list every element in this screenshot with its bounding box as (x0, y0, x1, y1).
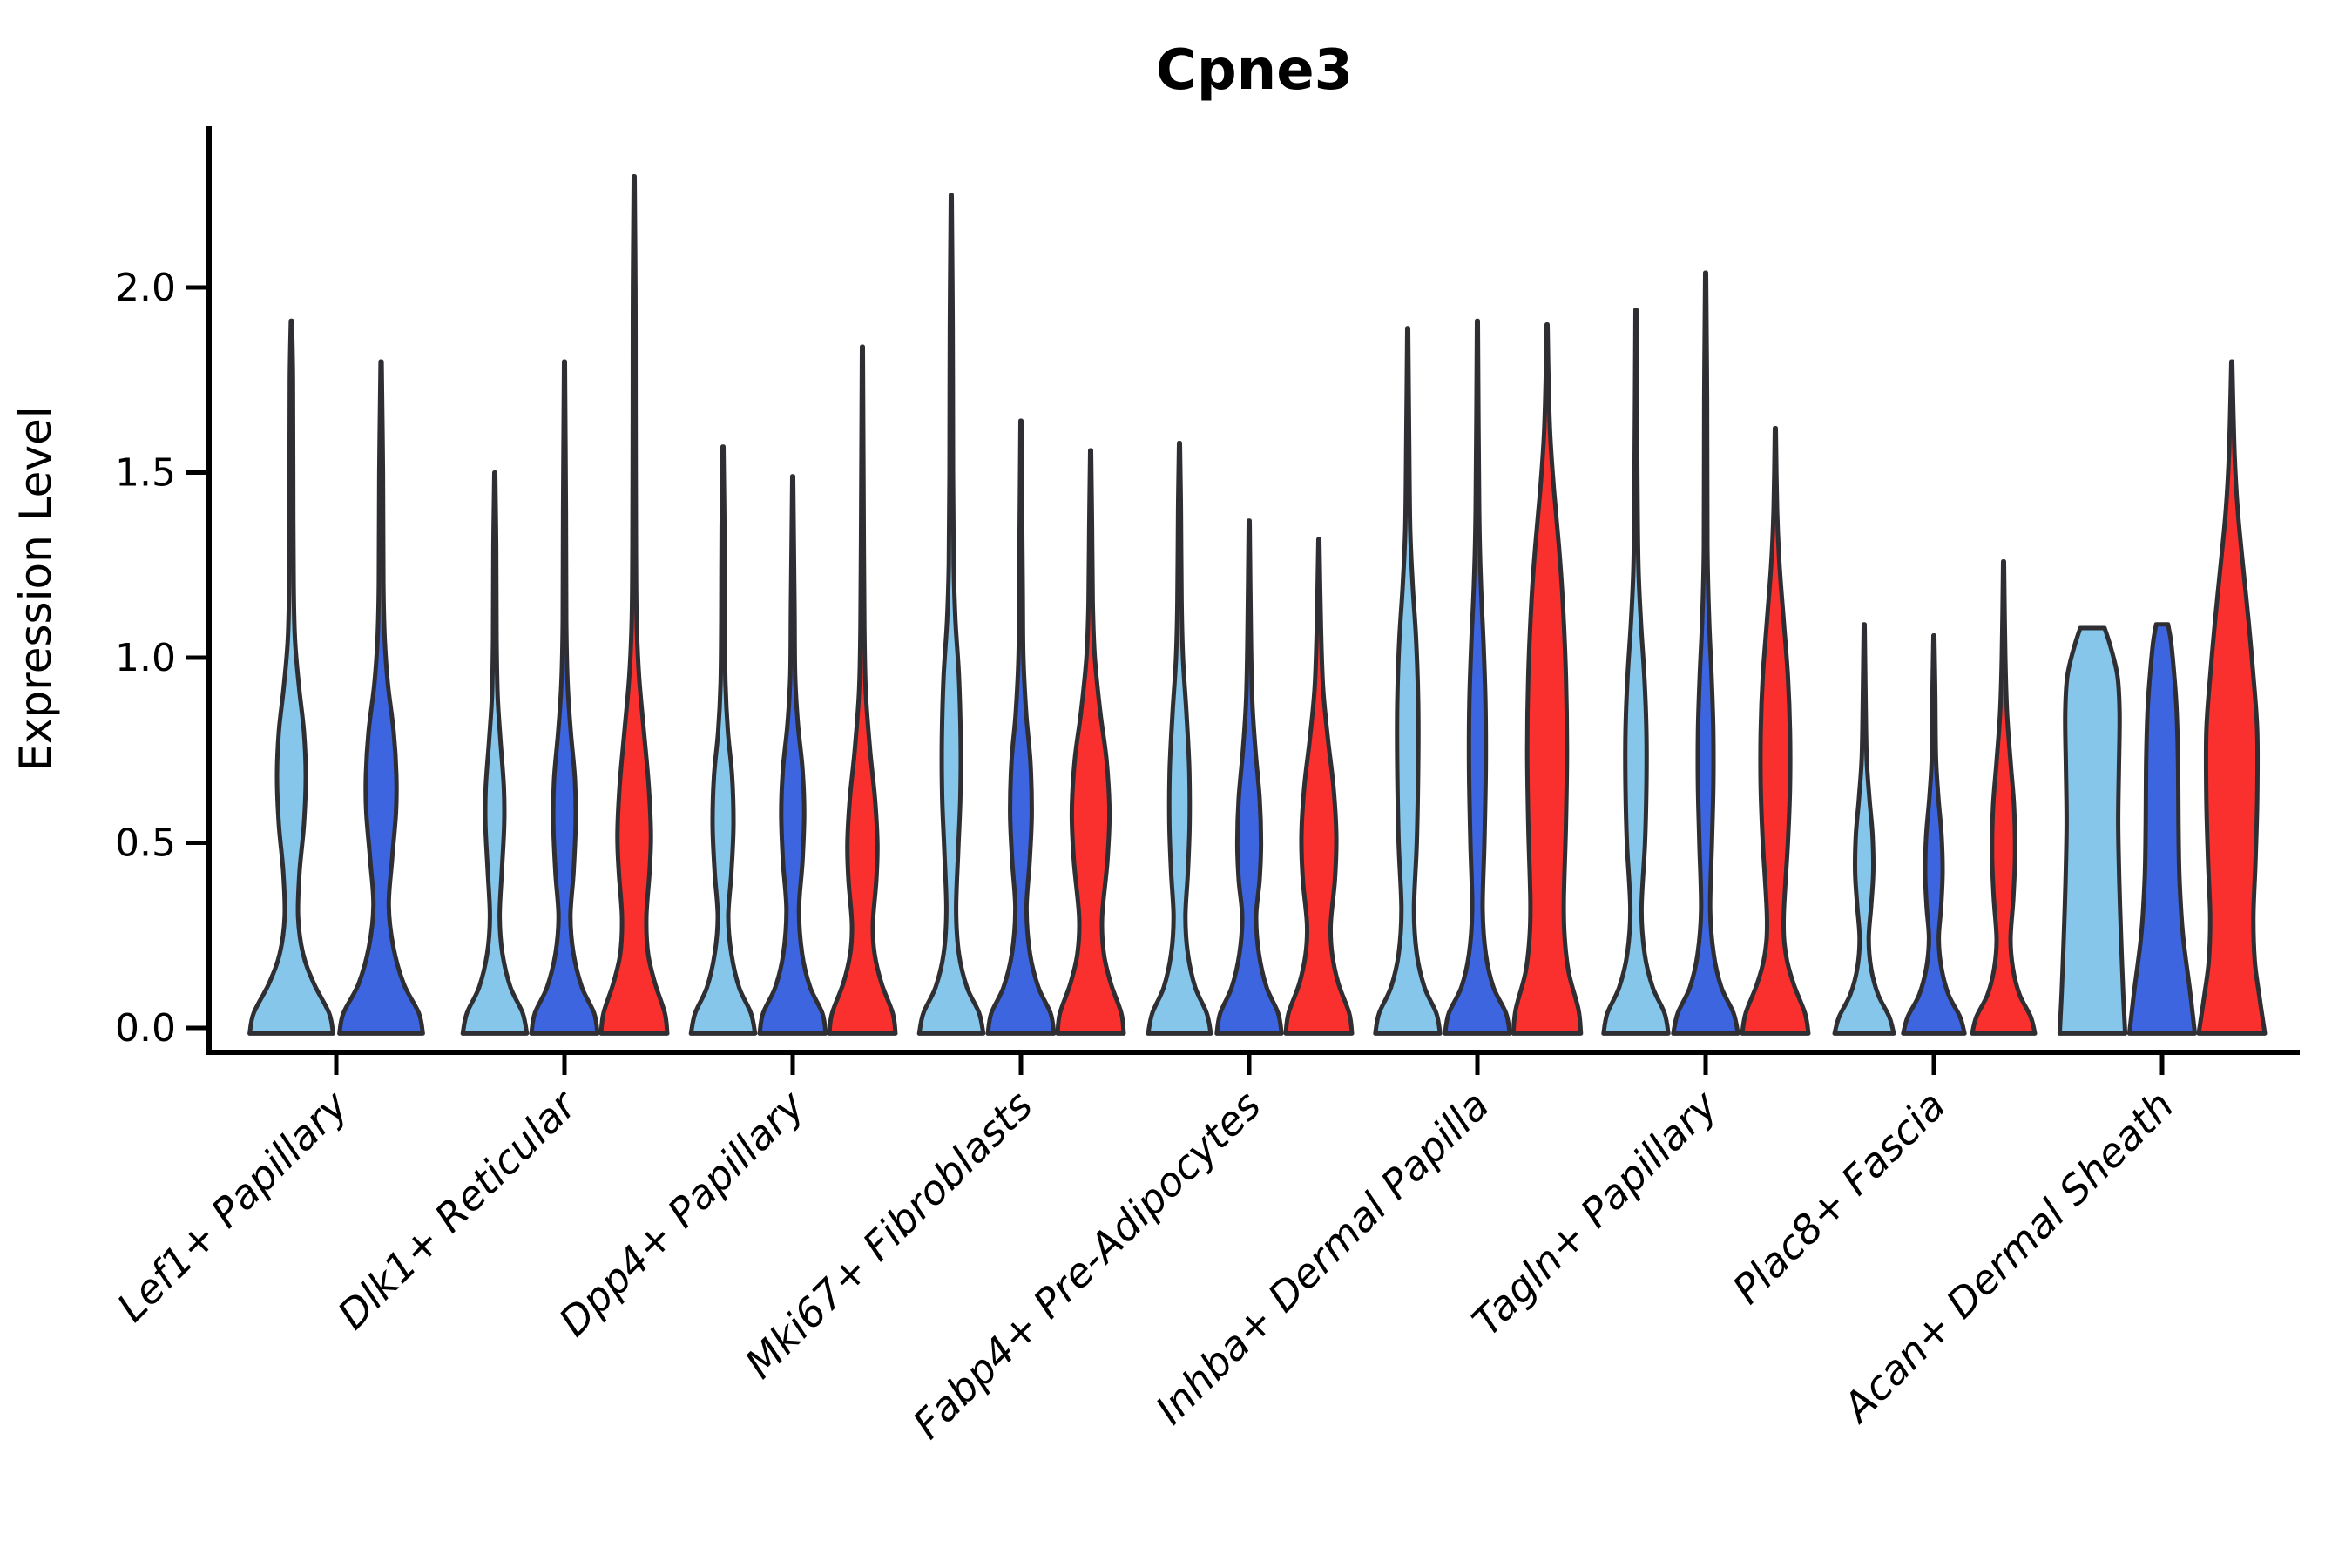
y-tick-label: 0.0 (115, 1006, 176, 1051)
violin-3-light_blue (916, 193, 986, 1036)
x-tick-label-7: Plac8+ Fascia (1723, 1082, 1954, 1313)
x-tick-label-1: Dlk1+ Reticular (328, 1079, 587, 1338)
violin-3-dark_blue (985, 418, 1057, 1036)
violin-4-red (1283, 537, 1355, 1036)
violin-1-dark_blue (529, 359, 600, 1036)
y-tick-label: 0.5 (115, 821, 176, 866)
violin-0-light_blue (247, 318, 335, 1036)
violin-8-red (2196, 359, 2268, 1036)
violin-6-red (1740, 426, 1811, 1036)
violin-2-dark_blue (757, 474, 828, 1036)
violin-4-light_blue (1146, 441, 1213, 1036)
y-tick-label: 1.0 (115, 636, 176, 680)
violin-0-dark_blue (337, 359, 425, 1036)
violin-2-light_blue (688, 444, 758, 1036)
violin-1-light_blue (460, 470, 530, 1036)
violin-8-dark_blue (2126, 622, 2198, 1036)
x-tick-label-6: Tagln+ Papillary (1463, 1081, 1727, 1345)
violin-3-red (1055, 448, 1126, 1036)
chart-title: Cpne3 (1156, 38, 1353, 103)
violin-layer (247, 174, 2268, 1036)
violin-6-light_blue (1601, 308, 1671, 1036)
violin-7-light_blue (1832, 622, 1896, 1036)
violin-5-light_blue (1373, 326, 1443, 1036)
violin-2-red (827, 344, 898, 1036)
violin-7-dark_blue (1901, 633, 1967, 1036)
y-tick-label: 2.0 (115, 266, 176, 310)
y-tick-label: 1.5 (115, 451, 176, 496)
violin-1-red (598, 174, 670, 1036)
x-tick-label-0: Lef1+ Papillary (108, 1081, 357, 1330)
violin-6-dark_blue (1671, 270, 1740, 1036)
violin-8-light_blue (2057, 625, 2128, 1036)
y-axis-label: Expression Level (10, 406, 61, 771)
x-tick-label-2: Dpp4+ Papillary (550, 1081, 814, 1345)
violin-5-red (1511, 322, 1584, 1036)
violin-7-red (1970, 559, 2038, 1036)
violin-5-dark_blue (1443, 318, 1512, 1036)
violin-4-dark_blue (1214, 518, 1284, 1036)
